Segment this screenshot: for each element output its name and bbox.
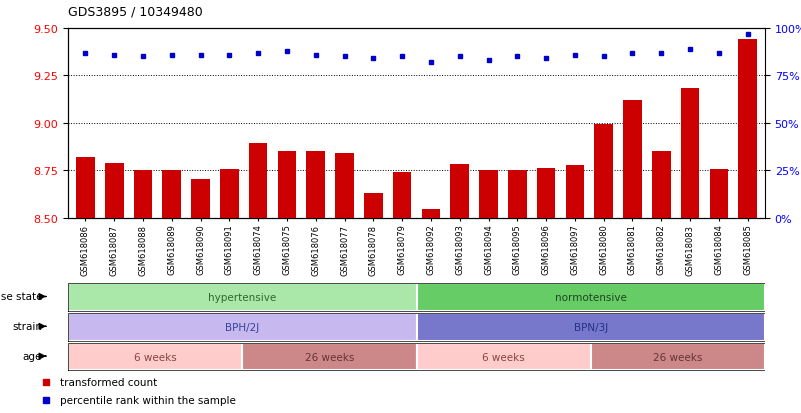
Bar — [421, 210, 441, 413]
Text: 6 weeks: 6 weeks — [482, 352, 525, 362]
Bar — [278, 151, 296, 413]
Bar — [364, 194, 383, 413]
Text: BPH/2J: BPH/2J — [225, 322, 260, 332]
Bar — [134, 171, 152, 413]
Bar — [508, 171, 527, 413]
Text: strain: strain — [12, 321, 42, 332]
Bar — [594, 125, 613, 413]
Bar — [417, 284, 765, 311]
Text: GDS3895 / 10349480: GDS3895 / 10349480 — [68, 6, 203, 19]
Bar — [220, 169, 239, 413]
Bar — [163, 170, 181, 413]
Bar — [739, 40, 757, 413]
Text: age: age — [23, 351, 42, 361]
Bar — [76, 158, 95, 413]
Bar — [68, 313, 417, 341]
Text: transformed count: transformed count — [59, 377, 157, 387]
Bar — [105, 164, 123, 413]
Bar — [306, 151, 325, 413]
Bar — [68, 343, 242, 370]
Bar — [417, 313, 765, 341]
Bar — [335, 154, 354, 413]
Bar — [450, 164, 469, 413]
Text: 6 weeks: 6 weeks — [134, 352, 176, 362]
Bar — [392, 173, 412, 413]
Bar — [681, 89, 699, 413]
Text: percentile rank within the sample: percentile rank within the sample — [59, 394, 235, 405]
Bar — [68, 284, 417, 311]
Bar — [710, 169, 728, 413]
Bar — [417, 343, 590, 370]
Bar — [242, 343, 417, 370]
Bar — [537, 169, 555, 413]
Bar — [479, 171, 498, 413]
Bar — [652, 151, 670, 413]
Text: 26 weeks: 26 weeks — [304, 352, 354, 362]
Bar — [590, 343, 765, 370]
Bar — [249, 144, 268, 413]
Bar — [191, 180, 210, 413]
Text: hypertensive: hypertensive — [208, 292, 276, 302]
Text: disease state: disease state — [0, 292, 42, 302]
Text: BPN/3J: BPN/3J — [574, 322, 608, 332]
Text: normotensive: normotensive — [555, 292, 626, 302]
Bar — [623, 101, 642, 413]
Bar — [566, 165, 584, 413]
Text: 26 weeks: 26 weeks — [653, 352, 702, 362]
